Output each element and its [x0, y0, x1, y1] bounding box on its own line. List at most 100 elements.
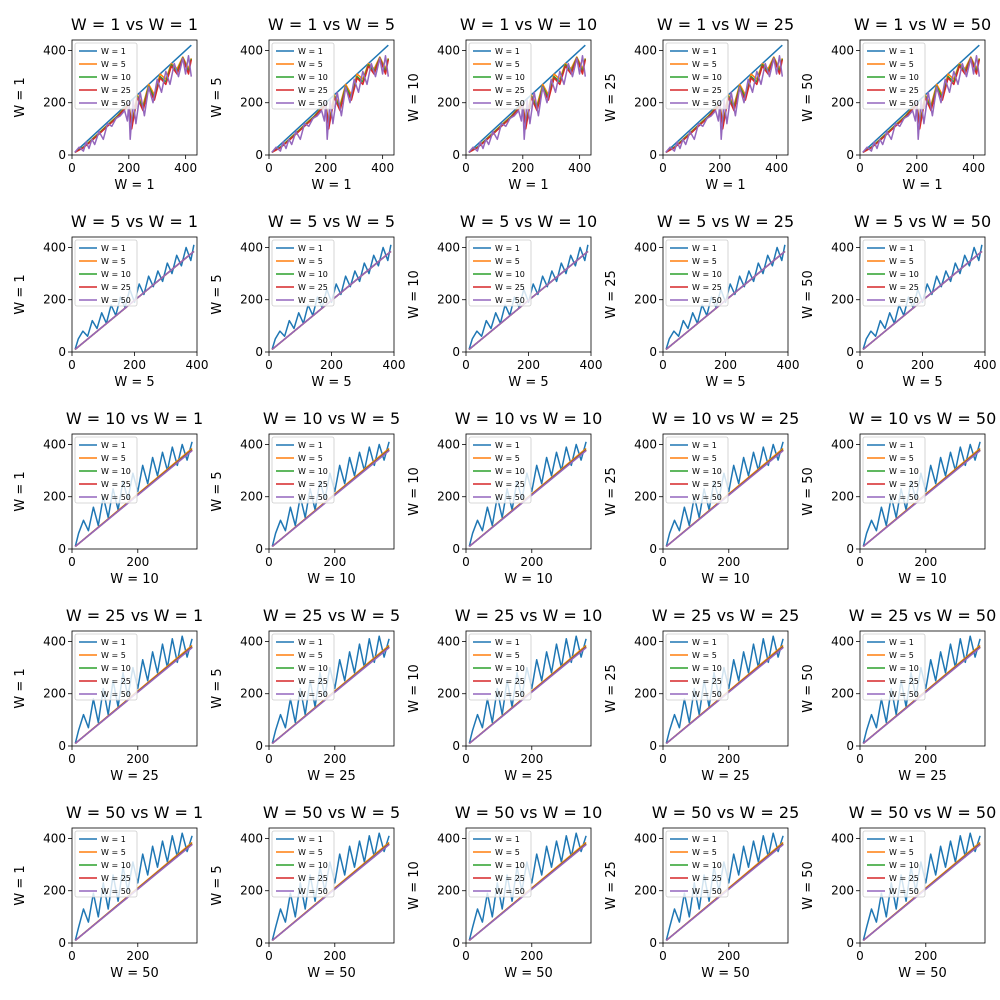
legend-entry-label: W = 50	[889, 887, 919, 896]
x-axis-label: W = 50	[504, 966, 553, 981]
x-axis-label: W = 25	[504, 769, 553, 784]
legend-entry-label: W = 5	[495, 651, 520, 660]
x-tick-label: 0	[659, 358, 667, 372]
y-axis-label: W = 5	[210, 471, 225, 511]
legend-box	[862, 633, 926, 701]
legend-entry-label: W = 5	[101, 257, 126, 266]
legend-entry-label: W = 50	[298, 99, 328, 108]
axes-frame	[71, 827, 198, 944]
legend-entry-label: W = 1	[889, 47, 914, 56]
y-tick-label: 400	[634, 240, 657, 254]
legend-entry-label: W = 5	[101, 848, 126, 857]
series-line-w25	[74, 57, 193, 154]
y-axis-label: W = 50	[801, 467, 816, 516]
legend-entry-label: W = 50	[889, 493, 919, 502]
legend-entry-label: W = 10	[889, 861, 919, 870]
legend: W = 1 W = 5 W = 10 W = 25 W = 50	[74, 436, 138, 504]
x-tick-label: 400	[765, 161, 788, 175]
legend: W = 1 W = 5 W = 10 W = 25 W = 50	[271, 633, 335, 701]
legend-box	[468, 239, 532, 307]
series-line-w50	[862, 54, 981, 153]
y-tick-label: 200	[831, 687, 854, 701]
axes-frame	[859, 39, 986, 156]
x-tick-label: 400	[383, 358, 406, 372]
x-axis-label: W = 5	[902, 375, 942, 390]
subplot-title: W = 25 vs W = 5	[263, 606, 400, 625]
y-tick-label: 200	[831, 293, 854, 307]
subplot-title: W = 50 vs W = 25	[652, 803, 800, 822]
x-tick-label: 400	[777, 358, 800, 372]
legend-entry-label: W = 10	[495, 270, 525, 279]
y-axis-label: W = 50	[801, 73, 816, 122]
x-tick-label: 0	[68, 949, 76, 963]
y-axis-label: W = 25	[604, 270, 619, 319]
legend-entry-label: W = 25	[101, 874, 131, 883]
x-tick-label: 200	[905, 161, 928, 175]
x-tick-label: 0	[265, 949, 273, 963]
legend-entry-label: W = 1	[298, 47, 323, 56]
legend-entry-label: W = 1	[692, 244, 717, 253]
y-tick-label: 0	[649, 542, 657, 556]
legend-entry-label: W = 5	[298, 651, 323, 660]
x-tick-label: 200	[126, 752, 149, 766]
legend-entry-label: W = 50	[298, 690, 328, 699]
x-tick-label: 200	[717, 555, 740, 569]
y-tick-label: 200	[634, 293, 657, 307]
x-tick-label: 400	[580, 358, 603, 372]
y-tick-label: 0	[649, 345, 657, 359]
series-line-w50	[665, 54, 784, 153]
x-tick-label: 0	[856, 949, 864, 963]
x-tick-label: 200	[314, 161, 337, 175]
subplot-title: W = 10 vs W = 1	[66, 409, 203, 428]
legend-entry-label: W = 10	[298, 861, 328, 870]
subplot-title: W = 10 vs W = 5	[263, 409, 400, 428]
legend-entry-label: W = 50	[101, 887, 131, 896]
x-axis-label: W = 1	[311, 178, 351, 193]
x-tick-label: 200	[517, 358, 540, 372]
y-tick-label: 200	[240, 96, 263, 110]
y-axis-label: W = 5	[210, 865, 225, 905]
legend-entry-label: W = 10	[298, 664, 328, 673]
y-tick-label: 200	[43, 96, 66, 110]
legend-entry-label: W = 25	[495, 283, 525, 292]
legend-entry-label: W = 5	[889, 454, 914, 463]
legend-entry-label: W = 1	[692, 47, 717, 56]
series-line-w50	[271, 54, 390, 153]
legend-entry-label: W = 5	[889, 848, 914, 857]
legend-entry-label: W = 5	[298, 454, 323, 463]
plot-area	[271, 44, 390, 154]
y-tick-label: 400	[437, 240, 460, 254]
legend: W = 1 W = 5 W = 10 W = 25 W = 50	[74, 830, 138, 898]
y-axis-label: W = 25	[604, 73, 619, 122]
y-tick-label: 400	[240, 43, 263, 57]
subplot-title: W = 25 vs W = 10	[455, 606, 603, 625]
legend-box	[665, 42, 729, 110]
legend-entry-label: W = 50	[692, 296, 722, 305]
x-tick-label: 200	[323, 949, 346, 963]
axes-frame	[662, 39, 789, 156]
x-axis-label: W = 50	[701, 966, 750, 981]
y-tick-label: 400	[43, 240, 66, 254]
subplot-title: W = 10 vs W = 25	[652, 409, 800, 428]
legend-box	[862, 436, 926, 504]
legend-box	[862, 830, 926, 898]
legend-entry-label: W = 1	[692, 835, 717, 844]
y-tick-label: 0	[255, 345, 263, 359]
legend-entry-label: W = 50	[298, 887, 328, 896]
y-tick-label: 400	[240, 831, 263, 845]
x-tick-label: 400	[174, 161, 197, 175]
y-tick-label: 0	[255, 739, 263, 753]
x-tick-label: 200	[323, 555, 346, 569]
y-axis-label: W = 5	[210, 668, 225, 708]
y-axis-label: W = 1	[13, 274, 28, 314]
x-tick-label: 0	[68, 555, 76, 569]
legend-entry-label: W = 1	[495, 638, 520, 647]
legend-entry-label: W = 10	[889, 270, 919, 279]
